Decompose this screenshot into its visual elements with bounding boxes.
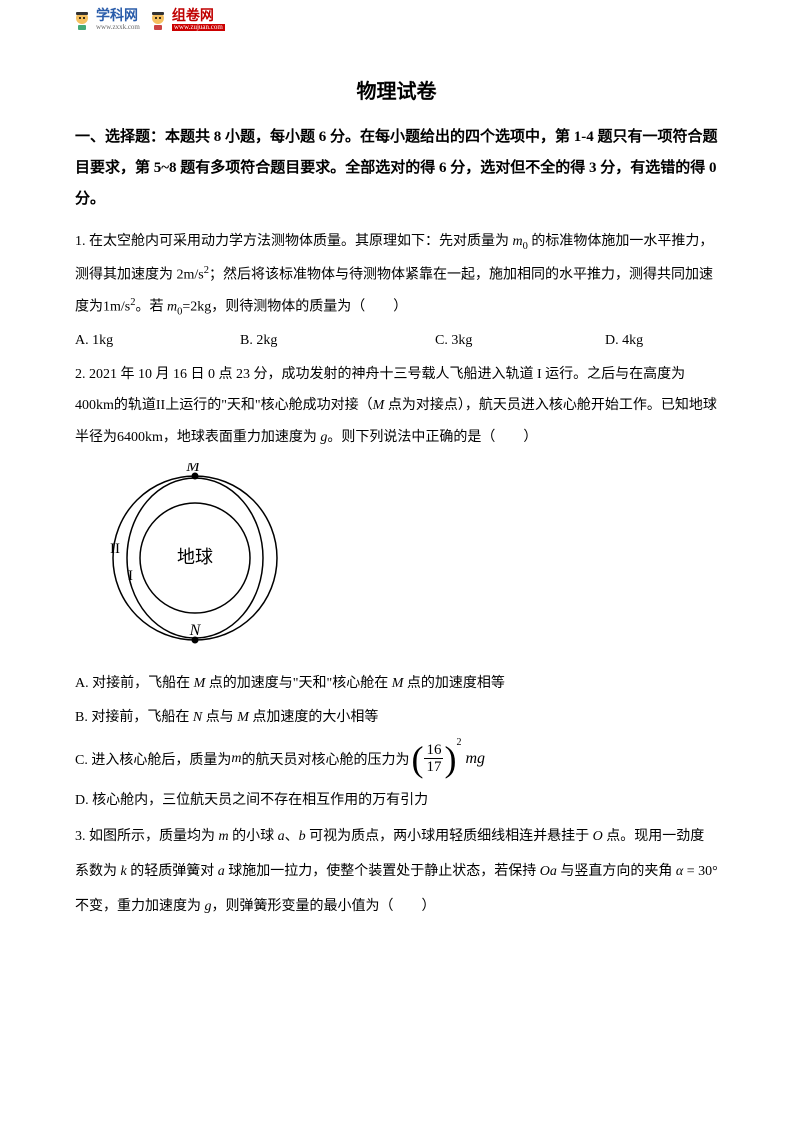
q3-text: 、 <box>285 829 299 844</box>
exponent: 2 <box>456 737 461 748</box>
q1-text: 1. 在太空舱内可采用动力学方法测物体质量。其原理如下：先对质量为 <box>75 234 513 249</box>
question-1: 1. 在太空舱内可采用动力学方法测物体质量。其原理如下：先对质量为 m0 的标准… <box>75 226 718 324</box>
q1-text: =2kg，则待测物体的质量为（ ） <box>182 299 407 314</box>
opt-text: 点的加速度相等 <box>403 676 505 691</box>
label-I: I <box>128 568 133 584</box>
q3-text: 球施加一拉力，使整个装置处于静止状态，若保持 <box>225 864 540 879</box>
logo1-text: 学科网 <box>96 10 140 24</box>
fraction: 16 17 <box>424 742 443 776</box>
logo-zujuan: 组卷网 www.zujuan.com <box>146 8 225 32</box>
q3-text: 与竖直方向的夹角 <box>557 864 676 879</box>
var-N: N <box>193 710 202 725</box>
var-m: m <box>513 234 523 249</box>
var-mg: mg <box>465 750 485 768</box>
q3-text: 的小球 <box>229 829 278 844</box>
var-m: m <box>219 829 229 844</box>
q3-text: 不变，重力加速度为 <box>75 899 205 914</box>
eq-text: = 30° <box>683 864 718 879</box>
opt-text: A. 对接前，飞船在 <box>75 676 194 691</box>
denominator: 17 <box>424 759 443 776</box>
opt-text: 的航天员对核心舱的压力为 <box>241 749 409 769</box>
label-earth: 地球 <box>177 547 213 567</box>
q2-text: 。则下列说法中正确的是（ ） <box>327 430 537 445</box>
orbit-diagram: 地球 M N II I <box>95 463 718 658</box>
q2-option-c: C. 进入核心舱后，质量为 m 的航天员对核心舱的压力为 ( 16 17 ) 2… <box>75 737 718 781</box>
paren-right: ) <box>444 741 456 777</box>
var-a: a <box>278 829 285 844</box>
opt-text: 点加速度的大小相等 <box>249 710 379 725</box>
opt-text: C. 进入核心舱后，质量为 <box>75 749 231 769</box>
var-M: M <box>237 710 249 725</box>
numerator: 16 <box>424 742 443 760</box>
q2-option-d: D. 核心舱内，三位航天员之间不存在相互作用的万有引力 <box>75 785 718 817</box>
page-title: 物理试卷 <box>75 75 718 104</box>
var-Oa: Oa <box>540 864 557 879</box>
q3-text: 的轻质弹簧对 <box>127 864 218 879</box>
question-2: 2. 2021 年 10 月 16 日 0 点 23 分，成功发射的神舟十三号载… <box>75 359 718 454</box>
option-d: D. 4kg <box>605 326 718 357</box>
logo1-url: www.zxxk.com <box>96 24 140 31</box>
label-II: II <box>110 541 120 557</box>
q3-text: ，则弹簧形变量的最小值为（ ） <box>212 899 436 914</box>
mascot-icon <box>70 8 94 32</box>
var-g: g <box>205 899 212 914</box>
label-M: M <box>185 463 201 475</box>
var-M: M <box>194 676 206 691</box>
var-a: a <box>218 864 225 879</box>
option-a: A. 1kg <box>75 326 240 357</box>
option-c: C. 3kg <box>435 326 605 357</box>
opt-text: 点的加速度与"天和"核心舱在 <box>205 676 391 691</box>
header-logos: 学科网 www.zxxk.com 组卷网 www.zujuan.com <box>70 8 225 32</box>
paren-left: ( <box>411 741 423 777</box>
section-header: 一、选择题：本题共 8 小题，每小题 6 分。在每小题给出的四个选项中，第 1-… <box>75 122 718 214</box>
q3-text: 可视为质点，两小球用轻质细线相连并悬挂于 <box>306 829 593 844</box>
logo2-url: www.zujuan.com <box>172 24 225 31</box>
label-N: N <box>189 622 202 639</box>
q3-text: 3. 如图所示，质量均为 <box>75 829 219 844</box>
question-3: 3. 如图所示，质量均为 m 的小球 a、b 可视为质点，两小球用轻质细线相连并… <box>75 819 718 924</box>
q2-option-a: A. 对接前，飞船在 M 点的加速度与"天和"核心舱在 M 点的加速度相等 <box>75 668 718 700</box>
formula: ( 16 17 ) 2 <box>411 741 461 777</box>
opt-text: B. 对接前，飞船在 <box>75 710 193 725</box>
var-O: O <box>593 829 603 844</box>
var-b: b <box>299 829 306 844</box>
var-M: M <box>392 676 404 691</box>
q1-options: A. 1kg B. 2kg C. 3kg D. 4kg <box>75 326 718 357</box>
var-m: m <box>167 299 177 314</box>
var-M: M <box>373 398 385 413</box>
q1-text: 。若 <box>135 299 167 314</box>
page-content: 物理试卷 一、选择题：本题共 8 小题，每小题 6 分。在每小题给出的四个选项中… <box>75 75 718 926</box>
mascot-icon <box>146 8 170 32</box>
opt-text: 点与 <box>202 710 237 725</box>
var-m: m <box>231 751 241 767</box>
q2-option-b: B. 对接前，飞船在 N 点与 M 点加速度的大小相等 <box>75 702 718 734</box>
option-b: B. 2kg <box>240 326 435 357</box>
logo-xueke: 学科网 www.zxxk.com <box>70 8 140 32</box>
logo2-text: 组卷网 <box>172 10 225 24</box>
